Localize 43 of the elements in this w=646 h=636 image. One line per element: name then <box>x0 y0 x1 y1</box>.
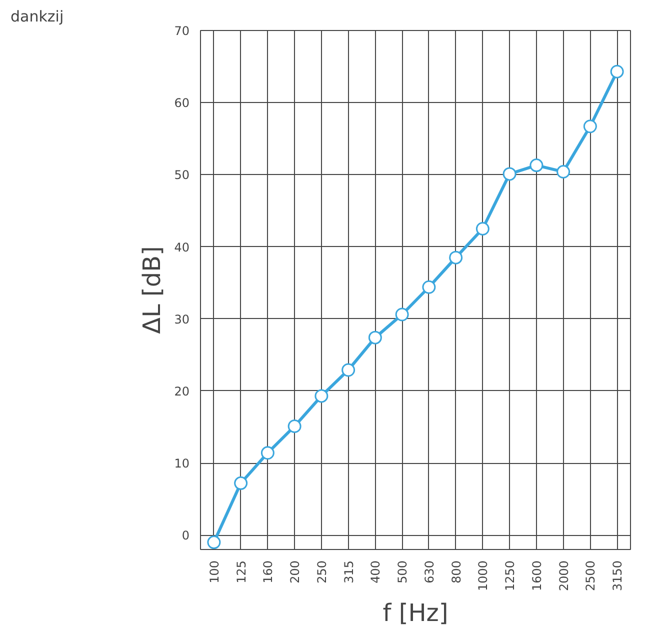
x-tick-label: 800 <box>449 560 464 584</box>
point <box>476 222 490 236</box>
point <box>530 158 544 172</box>
point <box>610 64 624 78</box>
x-tick-label: 200 <box>288 560 302 584</box>
x-tick-label: 250 <box>314 560 329 584</box>
y-tick-label: 70 <box>174 24 190 38</box>
x-axis-title: f [Hz] <box>382 599 448 628</box>
point <box>422 280 436 294</box>
point <box>288 420 302 433</box>
y-tick-label: 50 <box>174 168 190 182</box>
y-tick-label: 20 <box>174 384 190 398</box>
x-tick-label: 1250 <box>503 560 518 592</box>
y-tick-label: 60 <box>174 96 190 110</box>
point <box>260 446 274 460</box>
x-tick-label: 100 <box>207 560 222 584</box>
y-tick-label: 40 <box>174 240 190 254</box>
x-tick-label: 1600 <box>530 560 544 592</box>
point <box>395 308 409 322</box>
y-tick-label: 0 <box>182 528 190 543</box>
point <box>368 330 382 344</box>
point <box>556 165 570 179</box>
x-tick-label: 500 <box>396 560 410 584</box>
x-tick-label: 630 <box>422 560 436 584</box>
text: dankzij <box>10 8 64 26</box>
x-tick-label: 160 <box>261 560 276 584</box>
point <box>314 389 328 403</box>
x-tick-label: 125 <box>234 560 248 584</box>
y-tick-label: 10 <box>174 456 190 470</box>
x-tick-label: 3150 <box>610 560 625 592</box>
point <box>207 536 221 550</box>
point <box>342 363 356 377</box>
x-tick-label: 1000 <box>476 560 490 592</box>
point <box>583 120 597 134</box>
point <box>502 167 516 181</box>
x-tick-label: 400 <box>368 560 383 584</box>
x-tick-label: 2500 <box>584 560 598 592</box>
point <box>449 250 463 264</box>
y-tick-label: 30 <box>174 312 190 326</box>
point <box>234 476 248 490</box>
x-tick-label: 2000 <box>556 560 571 592</box>
x-tick-label: 315 <box>342 560 356 584</box>
y-axis-title: ΔL [dB] <box>138 246 166 334</box>
